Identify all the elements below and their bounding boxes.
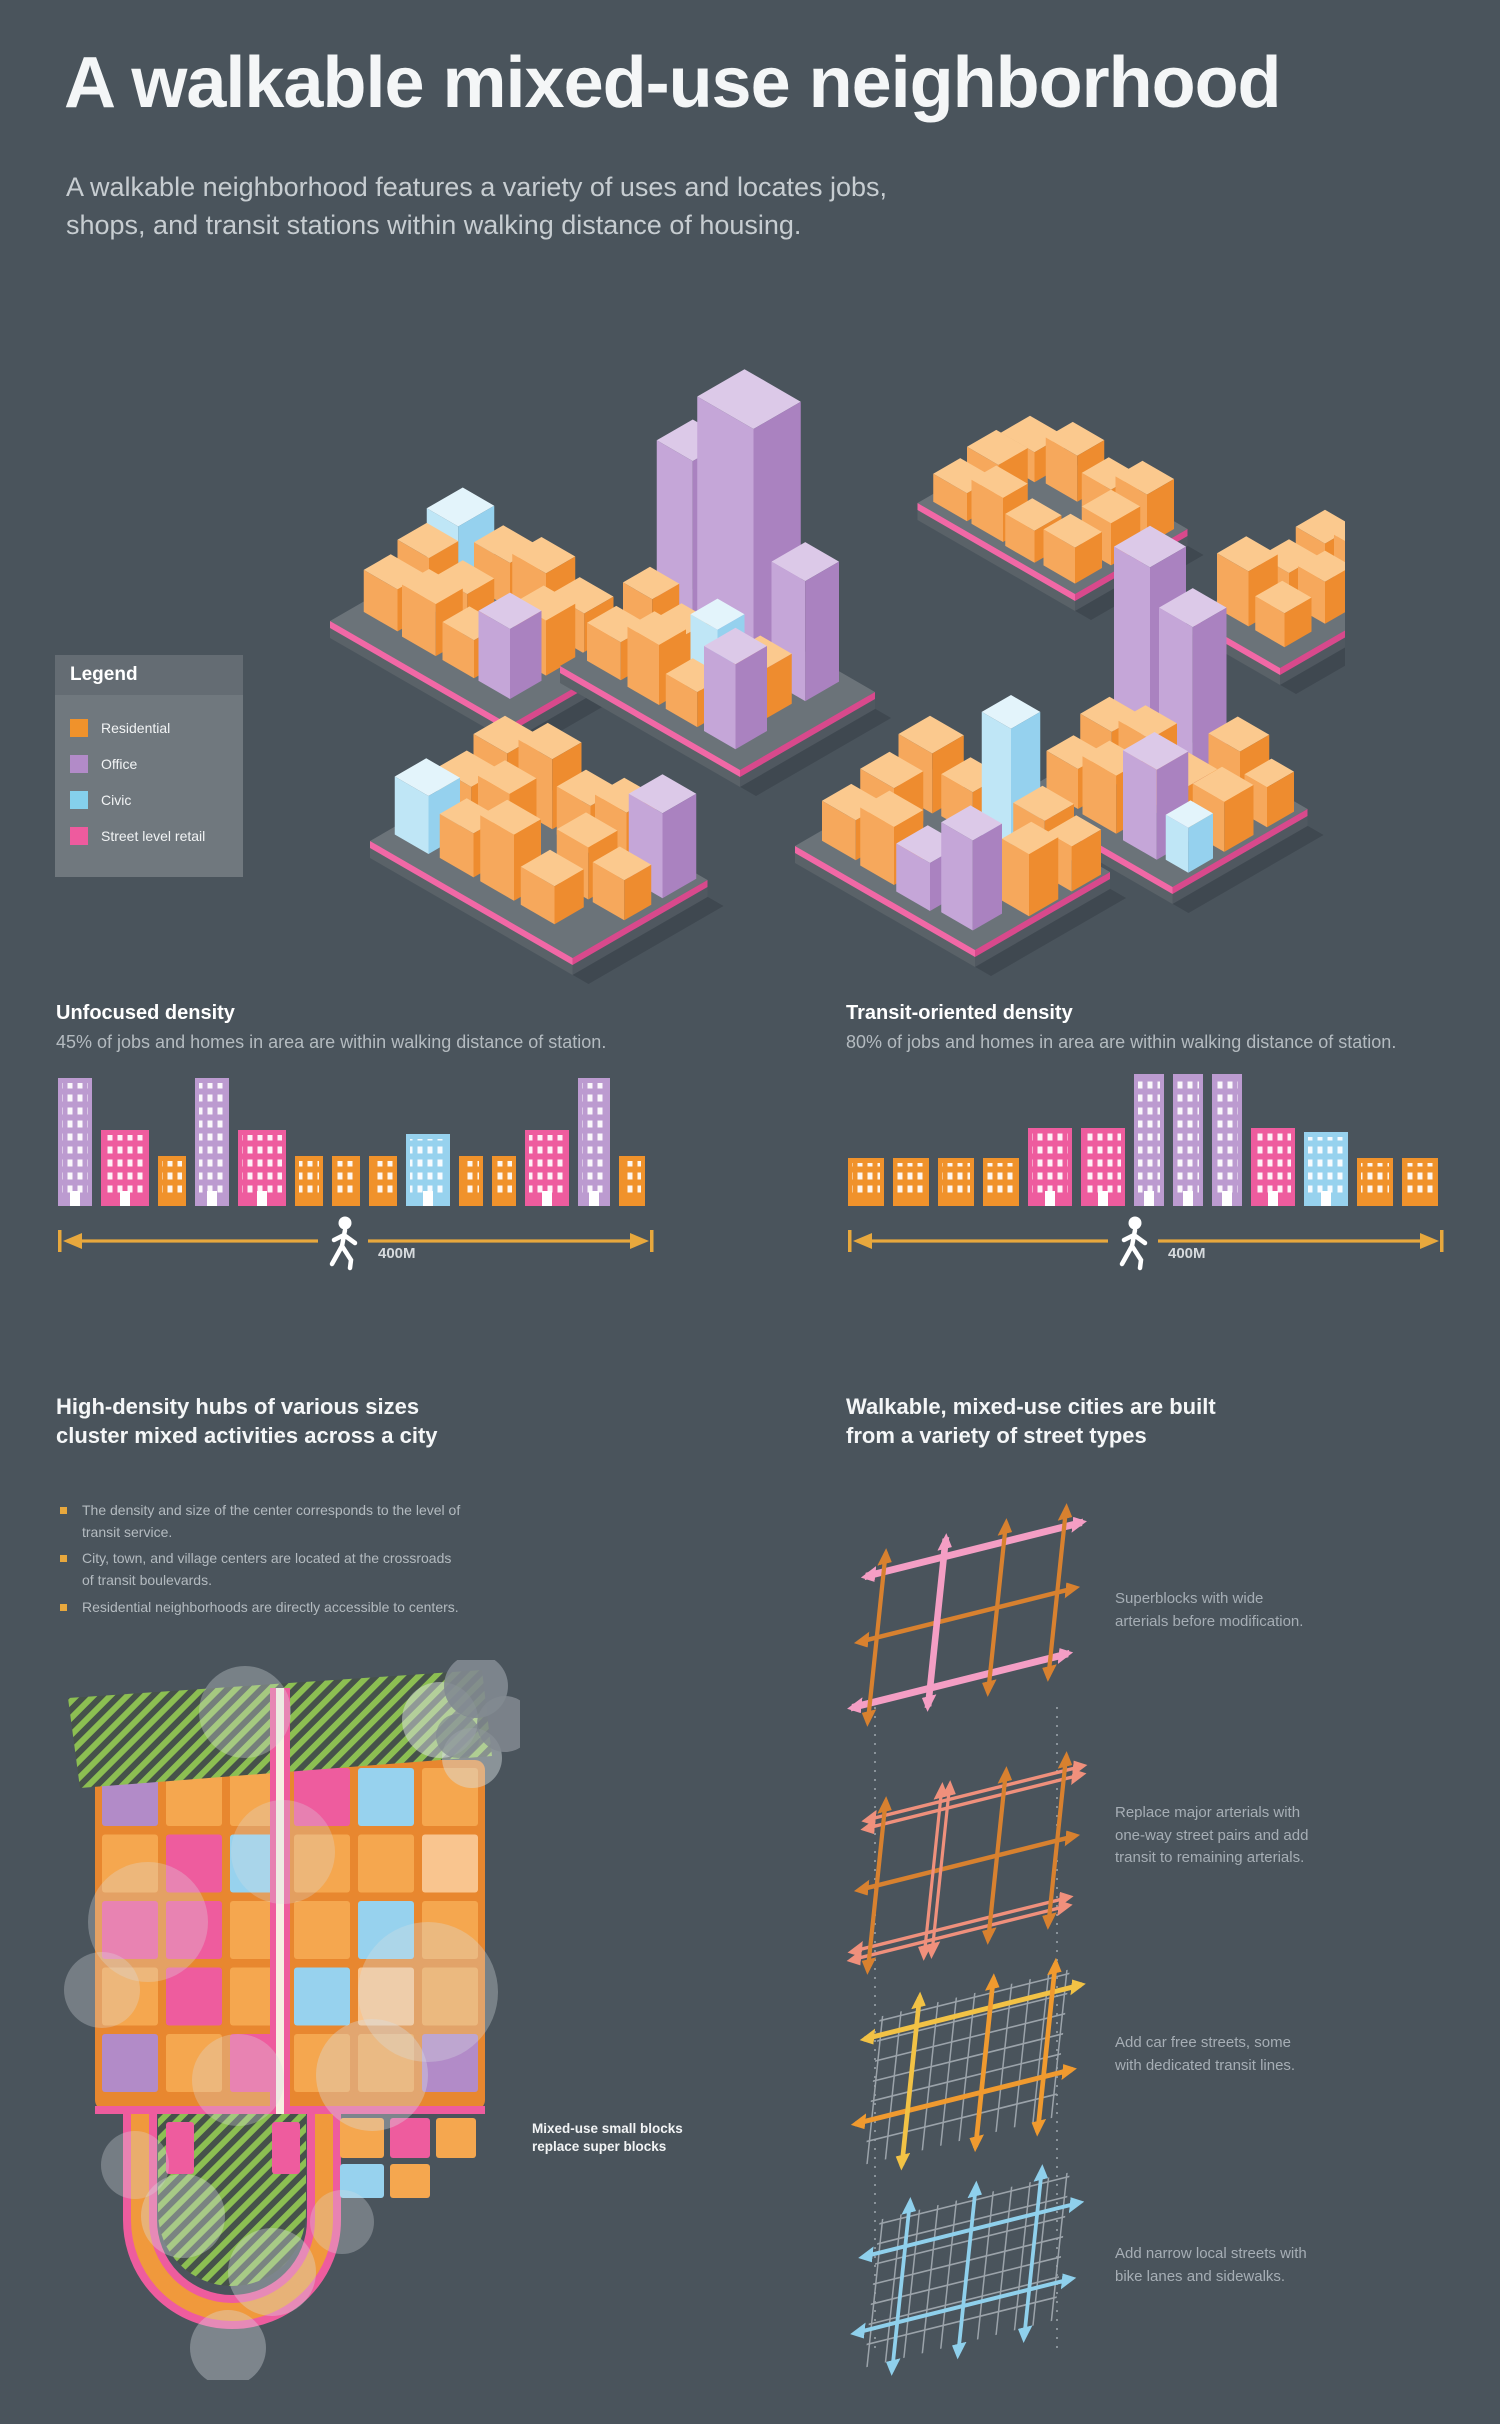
street-step-2-caption: Replace major arterials with one-way str…: [1115, 1804, 1309, 1866]
street-step-4-caption: Add narrow local streets with bike lanes…: [1115, 2245, 1307, 2285]
retail-swatch-icon: [70, 827, 88, 845]
transit-density-heading: Transit-oriented density: [846, 1002, 1073, 1024]
building-row-illustration: [848, 1074, 1438, 1206]
section-transit-oriented-density: Transit-oriented density 80% of jobs and…: [846, 1002, 1446, 1278]
bullet-text: Residential neighborhoods are directly a…: [82, 1598, 459, 1615]
unfocused-density-body: 45% of jobs and homes in area are within…: [56, 1032, 607, 1052]
legend-item-residential: Residential: [70, 719, 228, 737]
page-subtitle: A walkable neighborhood features a varie…: [66, 172, 888, 241]
street-grid-diagrams: [846, 1503, 1088, 2376]
legend-title: Legend: [55, 655, 243, 695]
street-step-3-caption: Add car free streets, some with dedicate…: [1115, 2034, 1296, 2074]
legend-item-label: Office: [101, 756, 138, 772]
building-row-illustration: [58, 1078, 645, 1206]
unfocused-density-heading: Unfocused density: [56, 1002, 235, 1024]
residential-swatch-icon: [70, 719, 88, 737]
legend-item-label: Civic: [101, 792, 132, 808]
hubs-section-heading: High-density hubs of various sizes clust…: [56, 1394, 438, 1449]
square-bullet-icon: [60, 1603, 67, 1611]
map-annotation: Mixed-use small blocks replace super blo…: [532, 2121, 683, 2155]
pedestrian-icon: [1119, 1216, 1148, 1271]
legend-panel: Legend Residential Office Civic Street l…: [55, 655, 243, 877]
isometric-city-illustration: [330, 369, 1345, 984]
square-bullet-icon: [60, 1555, 67, 1563]
legend-item-civic: Civic: [70, 791, 228, 809]
scale-arrow-illustration: [848, 1216, 1444, 1271]
page-title: A walkable mixed-use neighborhood: [64, 43, 1282, 123]
section-unfocused-density: Unfocused density 45% of jobs and homes …: [56, 1002, 656, 1278]
scale-distance-label: 400M: [378, 1245, 416, 1262]
bullet-item: Residential neighborhoods are directly a…: [60, 1597, 620, 1619]
city-plan-map-illustration: [64, 1660, 520, 2380]
scale-distance-label: 400M: [1168, 1245, 1206, 1262]
legend-items: Residential Office Civic Street level re…: [55, 695, 243, 877]
streets-section-heading: Walkable, mixed-use cities are built fro…: [846, 1394, 1216, 1449]
street-step-1-caption: Superblocks with wide arterials before m…: [1115, 1590, 1304, 1630]
office-swatch-icon: [70, 755, 88, 773]
bullet-item: City, town, and village centers are loca…: [60, 1548, 620, 1591]
scale-arrow-illustration: [58, 1216, 654, 1271]
transit-density-body: 80% of jobs and homes in area are within…: [846, 1032, 1397, 1052]
legend-item-label: Residential: [101, 720, 171, 736]
bullet-text: The density and size of the center corre…: [82, 1502, 461, 1540]
bullet-item: The density and size of the center corre…: [60, 1500, 620, 1543]
bullet-text: City, town, and village centers are loca…: [82, 1550, 452, 1589]
legend-item-label: Street level retail: [101, 828, 206, 844]
square-bullet-icon: [60, 1507, 67, 1514]
walking-distance-scale: 400M: [56, 1212, 656, 1278]
pedestrian-icon: [329, 1216, 358, 1271]
legend-item-retail: Street level retail: [70, 827, 228, 845]
hubs-bullet-list: The density and size of the center corre…: [60, 1500, 620, 1623]
walking-distance-scale: 400M: [846, 1212, 1446, 1278]
civic-swatch-icon: [70, 791, 88, 809]
legend-item-office: Office: [70, 755, 228, 773]
